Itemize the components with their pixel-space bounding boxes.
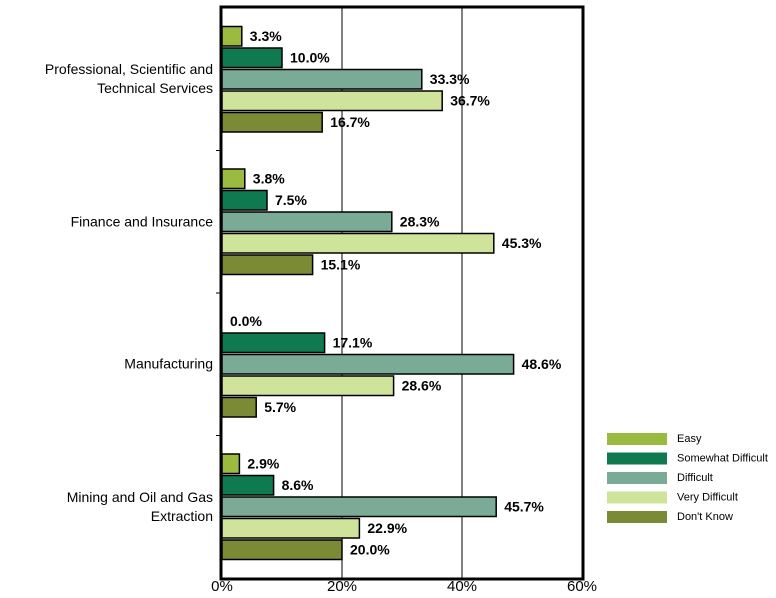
legend-label: Somewhat Difficult: [677, 452, 768, 464]
legend-swatch: [607, 433, 667, 445]
value-label: 45.7%: [504, 498, 544, 514]
bar: [221, 254, 314, 276]
value-label: 48.6%: [522, 356, 562, 372]
bar: [221, 189, 268, 211]
bar: [221, 68, 423, 90]
x-tick-label: 0%: [211, 578, 233, 595]
legend-label: Don't Know: [677, 511, 733, 523]
value-label: 7.5%: [275, 192, 307, 208]
value-label: 8.6%: [282, 477, 314, 493]
category-label: Finance and Insurance: [70, 213, 213, 230]
category-label: Professional, Scientific and Technical S…: [44, 61, 213, 97]
bar: [221, 539, 343, 561]
value-label: 5.7%: [264, 399, 296, 415]
legend-swatch: [607, 452, 667, 465]
value-label: 16.7%: [330, 114, 370, 130]
value-label: 0.0%: [230, 313, 262, 329]
bar: [221, 211, 393, 233]
value-label: 28.6%: [402, 377, 442, 393]
value-label: 15.1%: [321, 256, 361, 272]
bar: [221, 517, 361, 539]
bar: [221, 25, 243, 47]
legend-swatch: [607, 491, 667, 504]
bar: [221, 496, 497, 518]
legend-label: Difficult: [677, 472, 713, 484]
plot-frame: [219, 5, 585, 581]
bar: [221, 90, 443, 112]
value-label: 33.3%: [430, 71, 470, 87]
legend-swatch: [607, 472, 667, 484]
x-tick-label: 40%: [447, 578, 477, 595]
bar: [221, 453, 241, 475]
legend-label: Very Difficult: [677, 491, 738, 503]
bar: [221, 353, 515, 375]
value-label: 20.0%: [350, 541, 390, 557]
category-label: Manufacturing: [124, 355, 213, 372]
value-label: 17.1%: [333, 334, 373, 350]
bar: [221, 474, 275, 496]
value-label: 36.7%: [450, 92, 490, 108]
value-label: 28.3%: [400, 213, 440, 229]
legend-label: Easy: [677, 433, 702, 445]
bar: [221, 168, 246, 190]
value-label: 45.3%: [502, 235, 542, 251]
bar: [221, 332, 326, 354]
bar: [221, 396, 257, 418]
bar: [221, 232, 495, 254]
bar: [221, 111, 323, 133]
bar: [221, 375, 395, 397]
value-label: 3.8%: [253, 170, 285, 186]
bar: [221, 47, 283, 69]
x-tick-label: 60%: [567, 578, 597, 595]
category-label: Mining and Oil and Gas Extraction: [66, 488, 213, 524]
value-label: 22.9%: [367, 520, 407, 536]
value-label: 10.0%: [290, 49, 330, 65]
legend-swatch: [607, 511, 667, 523]
value-label: 3.3%: [250, 28, 282, 44]
value-label: 2.9%: [247, 455, 279, 471]
x-tick-label: 20%: [327, 578, 357, 595]
